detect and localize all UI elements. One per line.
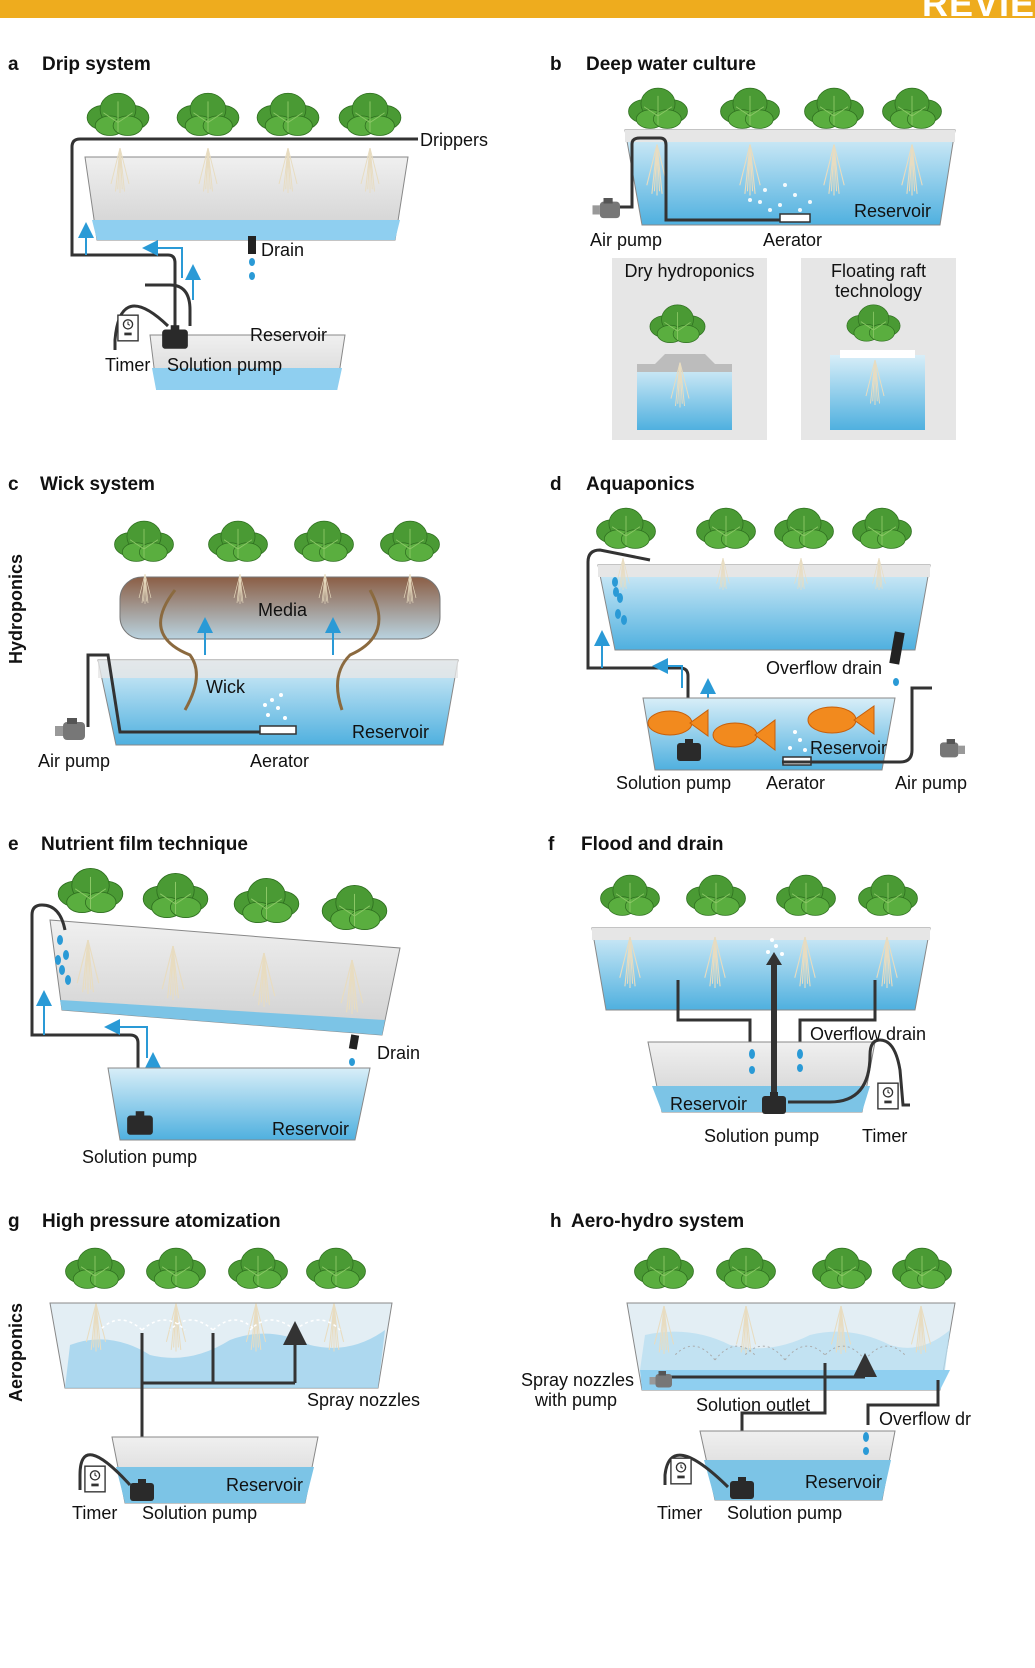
panel-title: Wick system <box>40 474 155 495</box>
panel-letter: c <box>8 474 19 495</box>
deep-water-culture-diagram <box>592 87 956 440</box>
panel-letter: h <box>550 1211 562 1232</box>
label-solution-pump: Solution pump <box>142 1503 258 1523</box>
panel-letter: f <box>548 834 555 855</box>
panel-h-aero-hydro-system: h Aero-hydro system Spray nozzles with p… <box>520 1205 1035 1535</box>
panel-title: Flood and drain <box>581 834 724 855</box>
label-aerator: Aerator <box>766 773 826 793</box>
label-drain: Drain <box>377 1043 421 1063</box>
label-air-pump: Air pump <box>38 751 111 771</box>
high-pressure-atomization-diagram <box>49 1247 393 1504</box>
label-solution-pump: Solution pump <box>727 1503 843 1523</box>
panel-title: Aquaponics <box>586 474 695 495</box>
label-media: Media <box>258 600 308 620</box>
label-dry-hydroponics: Dry hydroponics <box>624 261 755 281</box>
label-floating-raft-line1: Floating raft <box>830 261 927 281</box>
panel-title: Deep water culture <box>586 54 756 75</box>
panel-d-aquaponics: d Aquaponics Overflow drain Re <box>520 470 1035 810</box>
label-timer: Timer <box>862 1126 908 1146</box>
label-overflow-drain: Overflow drain <box>810 1024 927 1044</box>
label-floating-raft-line2: technology <box>834 281 923 301</box>
drip-system-diagram <box>70 92 418 390</box>
label-aerator: Aerator <box>250 751 310 771</box>
label-reservoir: Reservoir <box>352 722 430 742</box>
panel-title: Nutrient film technique <box>41 834 248 855</box>
label-wick: Wick <box>206 677 245 697</box>
panel-letter: e <box>8 834 19 855</box>
journal-header-bar: REVIE <box>0 0 1035 22</box>
label-reservoir: Reservoir <box>854 201 932 221</box>
label-solution-pump: Solution pump <box>82 1147 198 1167</box>
panel-letter: b <box>550 54 562 75</box>
label-solution-pump: Solution pump <box>616 773 732 793</box>
panel-letter: d <box>550 474 562 495</box>
flood-and-drain-diagram <box>591 874 931 1114</box>
aquaponics-diagram <box>586 507 965 771</box>
label-reservoir: Reservoir <box>272 1119 350 1139</box>
aero-hydro-system-diagram <box>626 1247 956 1501</box>
label-aerator: Aerator <box>763 230 823 250</box>
panel-e-nutrient-film-technique: e Nutrient film technique Drain Reservoi… <box>0 830 520 1180</box>
label-drippers: Drippers <box>420 130 489 150</box>
label-reservoir: Reservoir <box>226 1475 304 1495</box>
label-air-pump: Air pump <box>895 773 968 793</box>
panel-f-flood-and-drain: f Flood and drain Overflow drain Reservo… <box>520 830 1035 1170</box>
wick-system-diagram <box>55 520 459 746</box>
nutrient-film-technique-diagram <box>30 867 401 1141</box>
label-overflow-drain: Overflow drain <box>766 658 883 678</box>
label-solution-pump: Solution pump <box>704 1126 820 1146</box>
journal-section-tag: REVIE <box>921 0 1035 24</box>
label-spray-nozzles: Spray nozzles <box>307 1390 421 1410</box>
label-solution-pump: Solution pump <box>167 355 283 375</box>
panel-title: Aero-hydro system <box>571 1211 745 1232</box>
panel-title: High pressure atomization <box>42 1211 281 1232</box>
label-spray-nozzles-line2: with pump <box>535 1390 618 1410</box>
panel-a-drip-system: a Drip system Drippers Drain Reservoir T… <box>0 50 520 390</box>
label-reservoir: Reservoir <box>670 1094 748 1114</box>
label-reservoir: Reservoir <box>805 1472 883 1492</box>
label-air-pump: Air pump <box>590 230 663 250</box>
panel-b-deep-water-culture: b Deep water culture Reservoir Air pump … <box>520 50 1035 450</box>
panel-title: Drip system <box>42 54 151 75</box>
label-reservoir: Reservoir <box>810 738 888 758</box>
panel-letter: a <box>8 54 19 75</box>
panel-letter: g <box>8 1211 20 1232</box>
panel-g-high-pressure-atomization: g High pressure atomization Spray nozzle… <box>0 1205 520 1535</box>
label-drain: Drain <box>261 240 305 260</box>
label-spray-nozzles-line1: Spray nozzles <box>521 1370 635 1390</box>
label-timer: Timer <box>105 355 151 375</box>
panel-c-wick-system: c Wick system Media Wick Reservoir Air p… <box>0 470 520 800</box>
label-overflow-drain: Overflow dr <box>879 1409 972 1429</box>
label-reservoir: Reservoir <box>250 325 328 345</box>
label-timer: Timer <box>657 1503 703 1523</box>
label-timer: Timer <box>72 1503 118 1523</box>
label-solution-outlet: Solution outlet <box>696 1395 811 1415</box>
